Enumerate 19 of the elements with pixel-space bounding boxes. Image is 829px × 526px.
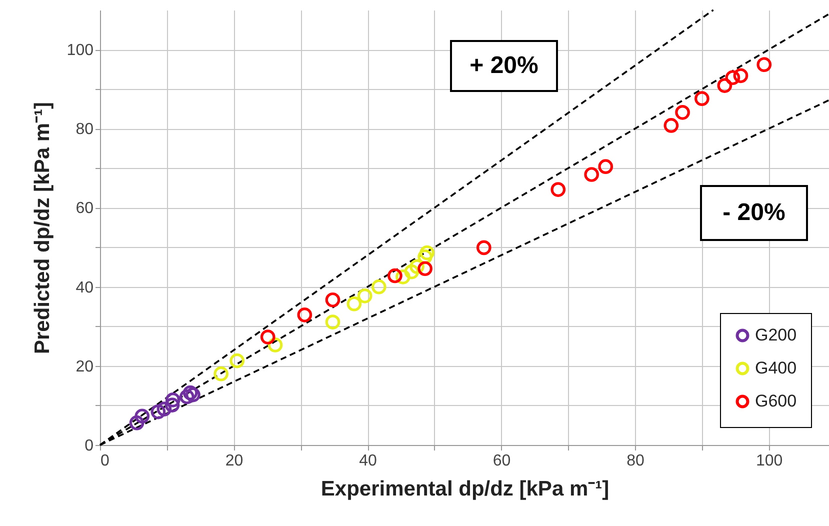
annotation: + 20%: [450, 40, 558, 92]
y-tick-label: 100: [66, 42, 94, 60]
x-tick-label: 60: [492, 452, 511, 470]
y-tick-label: 80: [76, 121, 94, 138]
y-tick-label: 20: [76, 358, 94, 376]
x-tick-label: 100: [756, 452, 783, 470]
legend-label: G400: [755, 358, 797, 378]
x-tick-label: 40: [359, 452, 378, 470]
y-axis-title: Predicted dp/dz [kPa m⁻¹]: [30, 102, 54, 354]
y-tick-label: 0: [84, 438, 94, 454]
x-axis-title: Experimental dp/dz [kPa m⁻¹]: [320, 478, 610, 500]
legend-label: G600: [755, 392, 797, 410]
annotation: - 20%: [700, 185, 808, 241]
x-tick-label: 20: [225, 452, 244, 470]
legend-label: G200: [755, 326, 797, 344]
x-tick-label: 0: [100, 452, 110, 470]
y-tick-label: 60: [76, 200, 94, 218]
x-tick-label: 80: [626, 452, 645, 470]
y-tick-label: 40: [76, 279, 94, 296]
